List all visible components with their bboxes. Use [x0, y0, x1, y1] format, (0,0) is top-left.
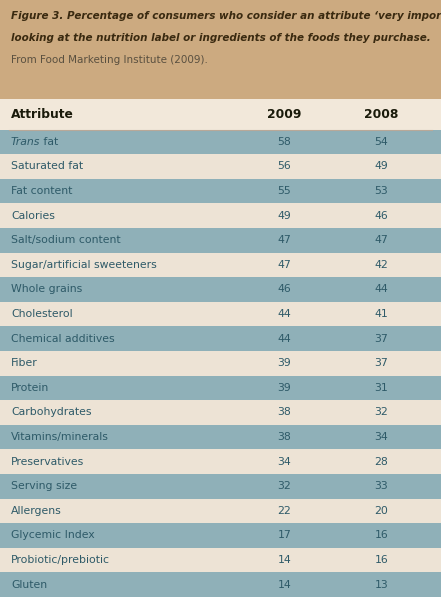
Text: 38: 38 [277, 432, 292, 442]
Text: looking at the nutrition label or ingredients of the foods they purchase.: looking at the nutrition label or ingred… [11, 33, 431, 43]
Bar [0, 0, 441, 99]
Text: Salt/sodium content: Salt/sodium content [11, 235, 121, 245]
Text: 55: 55 [277, 186, 292, 196]
Bar [0, 130, 441, 154]
Text: 41: 41 [374, 309, 389, 319]
Text: 31: 31 [374, 383, 389, 393]
Text: Whole grains: Whole grains [11, 284, 82, 294]
Text: 44: 44 [277, 309, 292, 319]
Bar [0, 474, 441, 498]
Bar [0, 179, 441, 204]
Text: 28: 28 [374, 457, 389, 467]
Text: Calories: Calories [11, 211, 55, 221]
Text: 49: 49 [277, 211, 292, 221]
Text: 22: 22 [277, 506, 292, 516]
Text: Sugar/artificial sweeteners: Sugar/artificial sweeteners [11, 260, 157, 270]
Text: 16: 16 [374, 555, 389, 565]
Bar [0, 301, 441, 327]
Text: 16: 16 [374, 531, 389, 540]
Text: 32: 32 [374, 408, 389, 417]
Bar [0, 277, 441, 301]
Text: Protein: Protein [11, 383, 49, 393]
Text: 32: 32 [277, 481, 292, 491]
Text: 17: 17 [277, 531, 292, 540]
Text: 47: 47 [277, 235, 292, 245]
Text: 2008: 2008 [364, 107, 399, 121]
Text: 34: 34 [374, 432, 389, 442]
Text: Allergens: Allergens [11, 506, 62, 516]
Text: 54: 54 [374, 137, 389, 147]
Text: fat: fat [41, 137, 59, 147]
Text: Figure 3. Percentage of consumers who consider an attribute ‘very important’ whe: Figure 3. Percentage of consumers who co… [11, 11, 441, 21]
Text: Glycemic Index: Glycemic Index [11, 531, 95, 540]
Text: 56: 56 [277, 161, 292, 171]
Bar [0, 400, 441, 425]
Bar [0, 425, 441, 450]
Bar [0, 253, 441, 277]
Bar [0, 450, 441, 474]
Bar [0, 154, 441, 179]
Text: 46: 46 [277, 284, 292, 294]
Text: 14: 14 [277, 580, 292, 590]
Text: Carbohydrates: Carbohydrates [11, 408, 92, 417]
Text: 49: 49 [374, 161, 389, 171]
Text: 42: 42 [374, 260, 389, 270]
Bar [0, 351, 441, 376]
Text: 33: 33 [374, 481, 389, 491]
Text: Vitamins/minerals: Vitamins/minerals [11, 432, 109, 442]
Text: Probiotic/prebiotic: Probiotic/prebiotic [11, 555, 110, 565]
Text: Fiber: Fiber [11, 358, 38, 368]
Text: Preservatives: Preservatives [11, 457, 84, 467]
Text: 34: 34 [277, 457, 292, 467]
Text: Saturated fat: Saturated fat [11, 161, 83, 171]
Text: 20: 20 [374, 506, 389, 516]
Text: From Food Marketing Institute (2009).: From Food Marketing Institute (2009). [11, 55, 208, 65]
Text: 13: 13 [374, 580, 389, 590]
Bar [0, 548, 441, 573]
Text: Fat content: Fat content [11, 186, 72, 196]
Text: 39: 39 [277, 383, 292, 393]
Bar [0, 204, 441, 228]
Text: Chemical additives: Chemical additives [11, 334, 115, 344]
Text: 47: 47 [277, 260, 292, 270]
Bar [0, 573, 441, 597]
Text: 44: 44 [374, 284, 389, 294]
Text: Gluten: Gluten [11, 580, 47, 590]
Text: Trans: Trans [11, 137, 41, 147]
Bar [0, 498, 441, 523]
Bar [0, 228, 441, 253]
Bar [0, 523, 441, 548]
Text: 47: 47 [374, 235, 389, 245]
Text: 39: 39 [277, 358, 292, 368]
Text: 44: 44 [277, 334, 292, 344]
Text: 58: 58 [277, 137, 292, 147]
Text: 38: 38 [277, 408, 292, 417]
Text: 37: 37 [374, 334, 389, 344]
Bar [0, 99, 441, 130]
Text: Cholesterol: Cholesterol [11, 309, 73, 319]
Text: 2009: 2009 [267, 107, 302, 121]
Bar [0, 376, 441, 400]
Text: Attribute: Attribute [11, 107, 74, 121]
Text: 46: 46 [374, 211, 389, 221]
Bar [0, 327, 441, 351]
Text: 53: 53 [374, 186, 389, 196]
Text: 37: 37 [374, 358, 389, 368]
Text: 14: 14 [277, 555, 292, 565]
Text: Serving size: Serving size [11, 481, 77, 491]
